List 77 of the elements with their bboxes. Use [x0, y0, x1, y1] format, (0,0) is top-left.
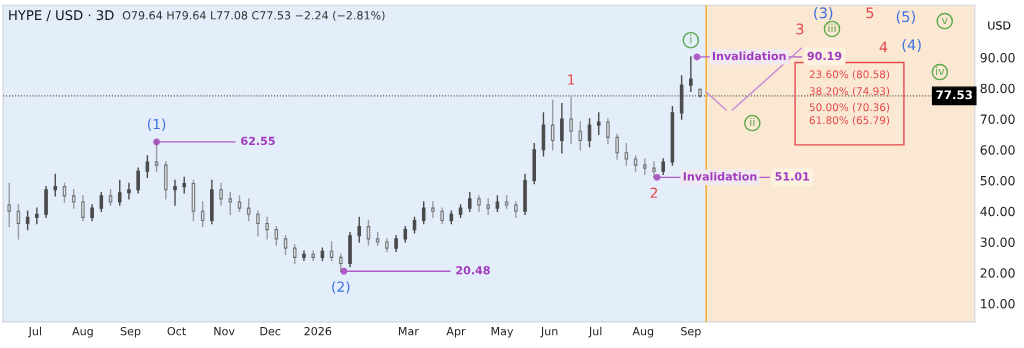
candlestick — [35, 207, 39, 225]
y-axis-title: USD — [988, 21, 1011, 30]
annotation: Invalidation — [683, 171, 757, 181]
candlestick — [486, 198, 490, 215]
x-tick-label: Sep — [681, 326, 701, 338]
annotation: (1) — [147, 118, 166, 131]
annotation: 1 — [568, 74, 575, 85]
annotation: 5 — [866, 7, 874, 19]
chart-title: HYPE / USD · 3D — [9, 10, 114, 22]
candlestick — [99, 192, 104, 212]
point — [340, 267, 348, 275]
candlestick — [173, 179, 177, 206]
annotation: 38.20% (74.93) — [809, 86, 890, 97]
candlestick — [127, 182, 131, 200]
annotation: 2 — [650, 187, 658, 198]
annotation: (2) — [332, 281, 350, 294]
annotation: iv — [936, 66, 945, 76]
candlestick — [560, 102, 564, 154]
y-tick-label: 30.00 — [980, 237, 1015, 247]
candlestick — [302, 250, 306, 262]
y-tick-label: 60.00 — [980, 145, 1015, 155]
candlestick — [117, 179, 122, 206]
x-tick-label: Mar — [398, 327, 419, 336]
x-tick-label: Jul — [28, 326, 41, 338]
annotation: 23.60% (80.58) — [809, 70, 890, 80]
y-tick-label: 50.00 — [980, 175, 1015, 186]
candlestick — [53, 173, 58, 197]
candlestick — [421, 201, 426, 225]
annotation: iii — [828, 23, 836, 33]
x-tick-label: Apr — [446, 327, 466, 338]
candlestick — [145, 155, 150, 179]
annotation: 3 — [796, 23, 804, 35]
x-tick-label: Sep — [120, 326, 141, 338]
annotation: 4 — [879, 41, 888, 53]
annotation: ii — [750, 117, 755, 127]
y-tick-label: 20.00 — [980, 268, 1015, 278]
x-tick-label: Jun — [540, 327, 558, 338]
y-tick-label: 70.00 — [980, 114, 1015, 124]
x-tick-label: Aug — [632, 327, 654, 338]
chart-subtitle: O79.64 H79.64 L77.08 C77.53 −2.24 (−2.81%) — [122, 10, 385, 21]
candlestick — [431, 201, 435, 219]
x-tick-label: Nov — [214, 327, 235, 336]
candlestick — [689, 56, 693, 93]
annotation: 61.80% (65.79) — [809, 116, 890, 126]
annotation: 50.00% (70.36) — [809, 103, 890, 113]
candlestick — [25, 210, 30, 231]
candlestick — [136, 167, 140, 194]
candlestick — [652, 161, 656, 179]
candlestick — [339, 253, 343, 272]
point — [693, 53, 701, 61]
x-tick-label: Oct — [167, 326, 186, 336]
candlestick — [467, 192, 472, 212]
candlestick — [357, 216, 362, 243]
candlestick — [311, 250, 315, 262]
x-tick-label: May — [491, 327, 514, 338]
ref-line-label: 77.53 — [936, 90, 972, 100]
annotation: (5) — [896, 10, 915, 24]
annotation: 51.01 — [775, 172, 810, 181]
annotation: i — [690, 34, 692, 44]
x-tick-label: 2026 — [304, 326, 332, 336]
candlestick — [596, 112, 601, 136]
x-tick-label: Aug — [72, 327, 93, 338]
y-tick-label: 40.00 — [980, 206, 1015, 217]
annotation: 62.55 — [241, 136, 275, 146]
x-tick-label: Dec — [260, 327, 281, 336]
point — [653, 173, 661, 181]
annotation: 20.48 — [456, 266, 490, 275]
annotation: Invalidation — [712, 51, 786, 61]
annotation: (4) — [902, 39, 921, 53]
point — [153, 138, 161, 146]
annotation: 90.19 — [807, 51, 842, 61]
y-tick-label: 90.00 — [980, 52, 1015, 63]
y-tick-label: 10.00 — [981, 298, 1015, 309]
annotation: (3) — [814, 7, 833, 21]
x-tick-label: Jul — [588, 326, 602, 338]
y-tick-label: 80.00 — [980, 83, 1015, 94]
annotation: v — [941, 18, 948, 25]
